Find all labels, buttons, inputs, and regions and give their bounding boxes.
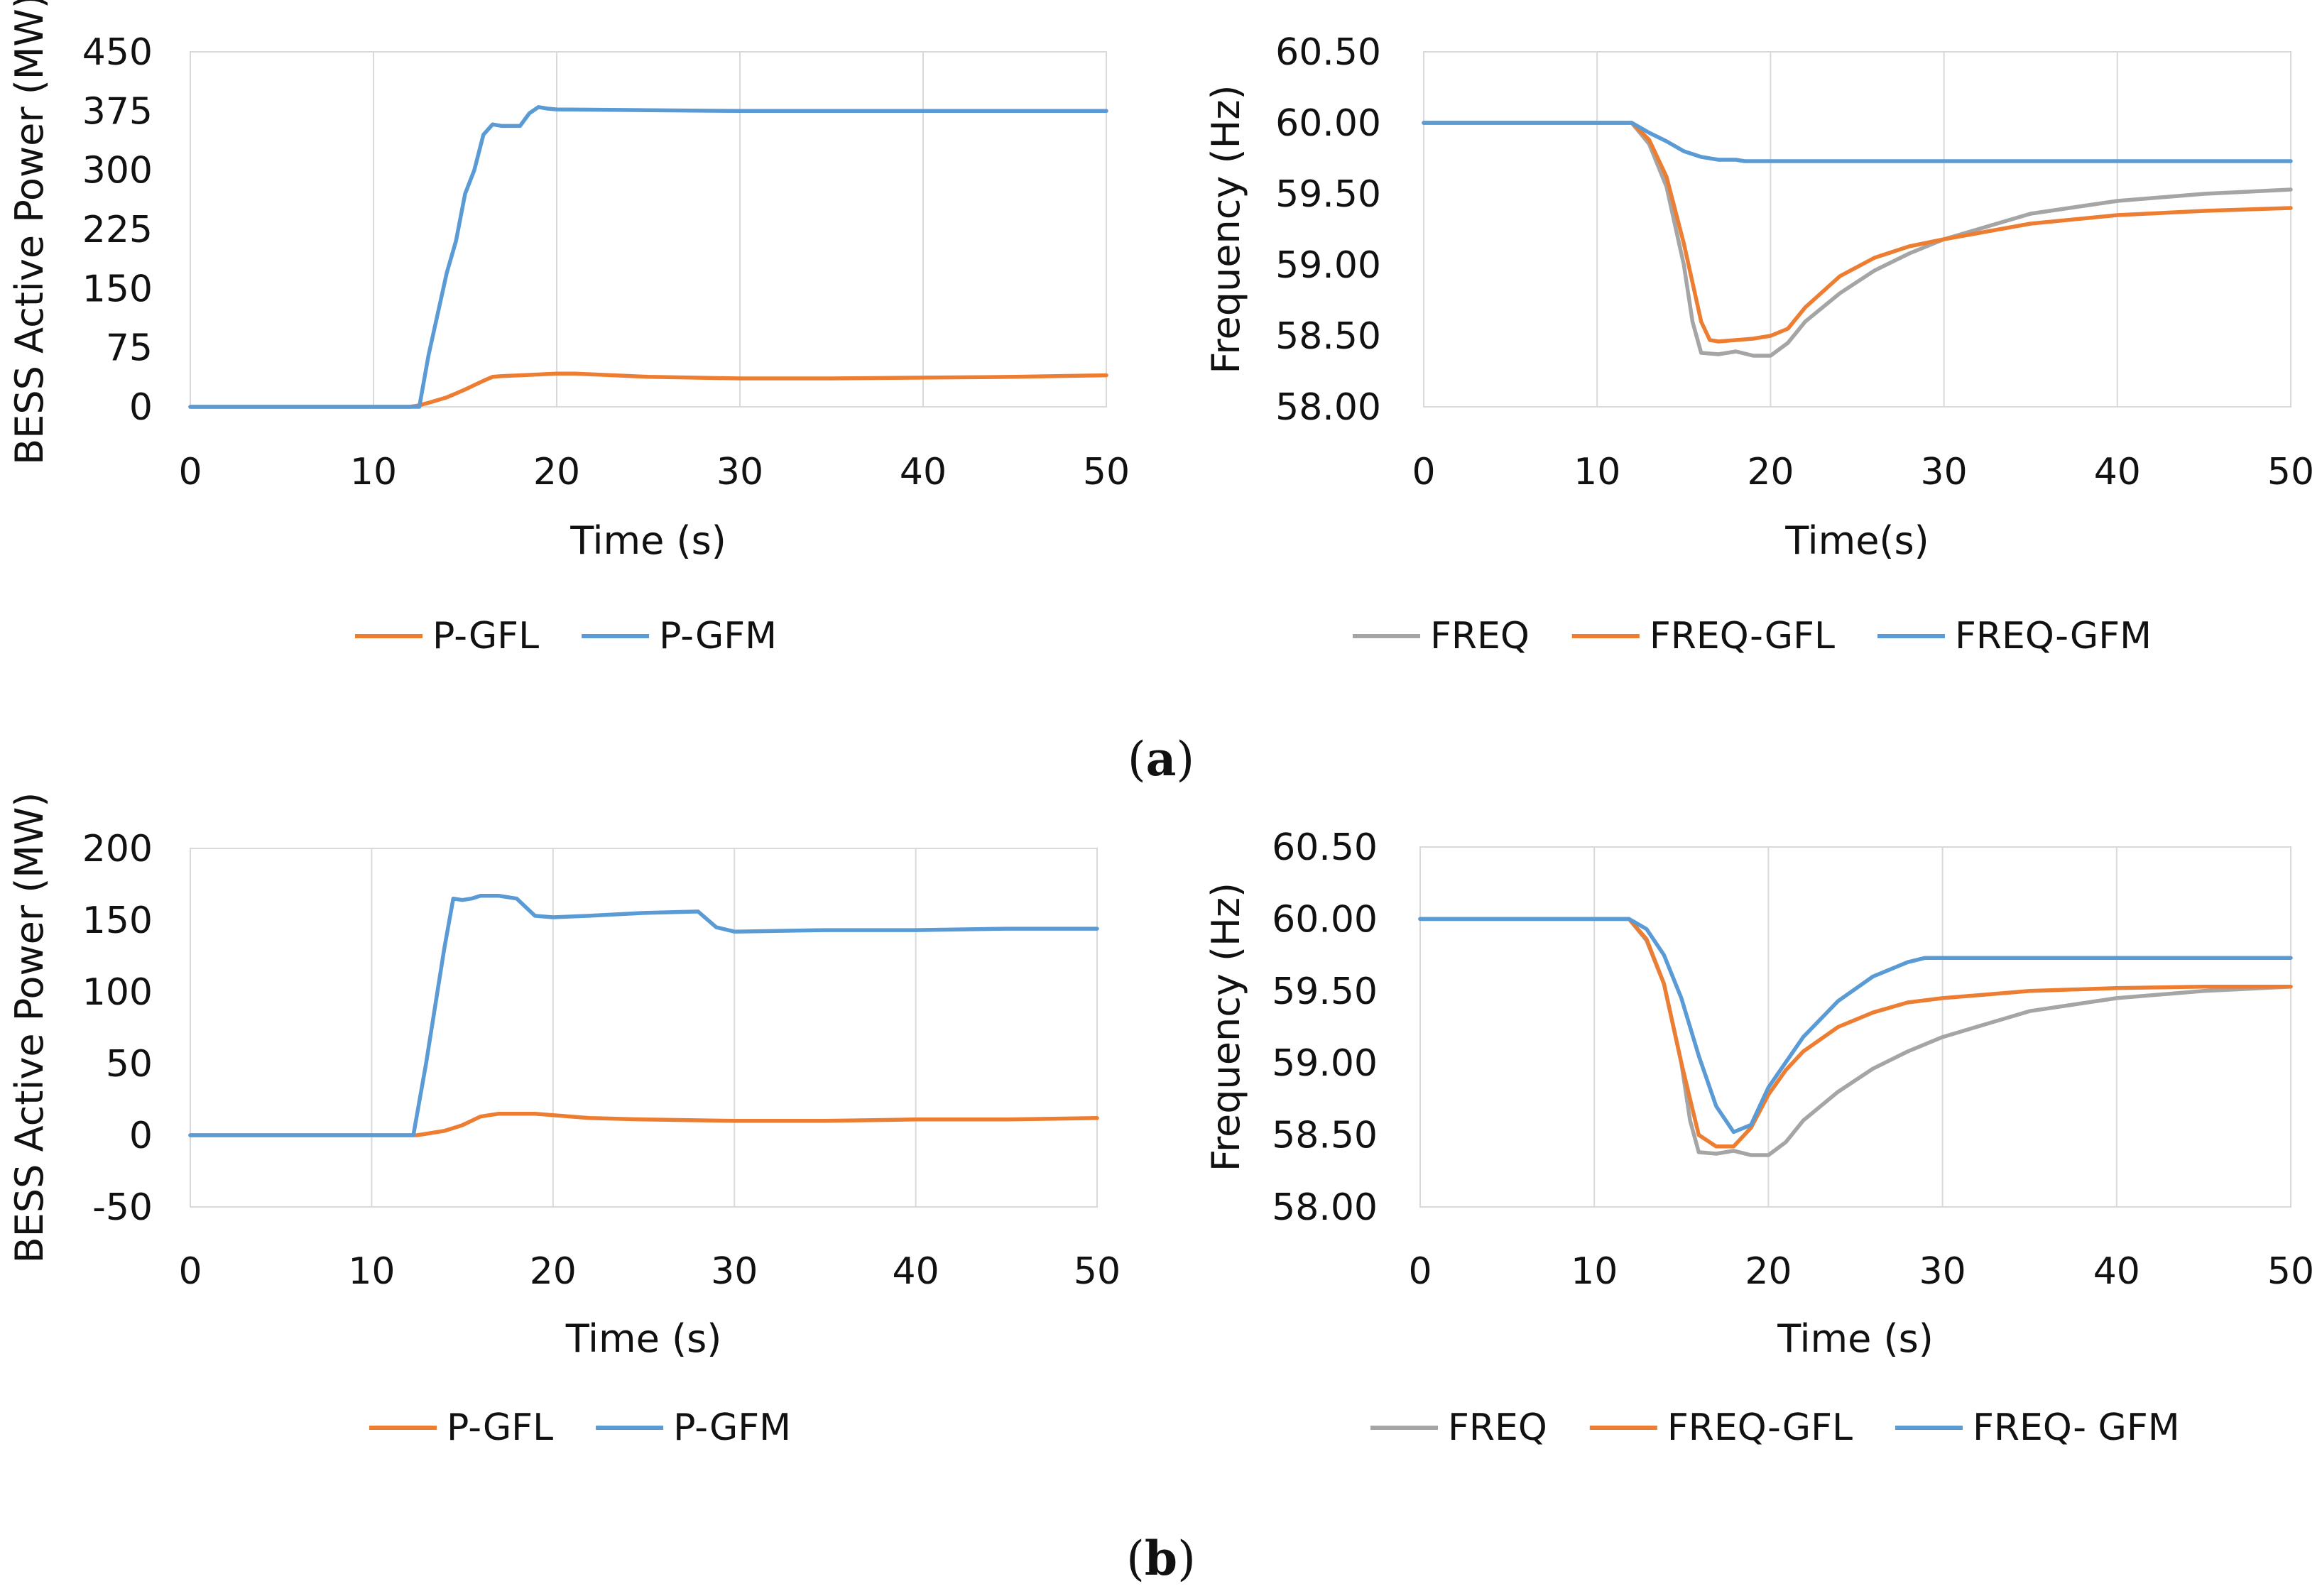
- legend-label: FREQ: [1430, 615, 1530, 657]
- x-tick-label: 30: [716, 451, 763, 493]
- x-tick-label: 0: [178, 1250, 202, 1293]
- legend-label: P-GFL: [447, 1406, 553, 1449]
- x-tick-label: 50: [2267, 1250, 2314, 1293]
- y-tick-label: 60.50: [1275, 31, 1381, 74]
- y-tick-label: 60.00: [1272, 898, 1378, 941]
- x-axis-label: Time (s): [565, 1316, 722, 1361]
- panel-label-b: (b): [1126, 1531, 1196, 1586]
- plot-area-frame: [190, 51, 1107, 408]
- series-line-freq-gfl: [1418, 917, 2293, 1149]
- legend-label: FREQ-GFL: [1667, 1406, 1853, 1449]
- x-tick-label: 30: [1921, 451, 1968, 493]
- legend-item: FREQ: [1370, 1406, 1547, 1449]
- x-tick-label: 40: [893, 1250, 939, 1293]
- y-tick-label: 59.00: [1275, 244, 1381, 287]
- y-axis-label: Frequency (Hz): [1204, 882, 1248, 1171]
- legend-item: FREQ- GFM: [1895, 1406, 2180, 1449]
- x-axis-label: Time(s): [1784, 518, 1929, 563]
- plot-area-frame: [190, 848, 1098, 1208]
- y-tick-label: 58.50: [1275, 315, 1381, 358]
- series-line-p-gfl: [188, 371, 1108, 409]
- series-line-freq-gfm: [1418, 917, 2293, 1135]
- legend-item: P-GFL: [355, 615, 539, 657]
- x-tick-label: 30: [1919, 1250, 1966, 1293]
- y-tick-label: 200: [82, 828, 153, 870]
- y-tick-label: 375: [82, 90, 153, 133]
- x-tick-label: 20: [530, 1250, 577, 1293]
- legend-item: FREQ-GFM: [1877, 615, 2152, 657]
- x-tick-label: 10: [1571, 1250, 1618, 1293]
- y-tick-label: 59.50: [1272, 971, 1378, 1013]
- y-tick-label: 75: [106, 327, 153, 370]
- legend-label: FREQ-GFL: [1650, 615, 1835, 657]
- y-axis-label: BESS Active Power (MW): [7, 792, 52, 1264]
- x-tick-label: 20: [533, 451, 580, 493]
- plot-area-frame: [1419, 846, 2291, 1208]
- chart-b-power: 0 10 20 30 40 50 -50 0 50 100 150 200 Time (s) BESS A…: [7, 792, 1121, 1449]
- series-line-freq: [1422, 121, 2293, 358]
- plot-area-frame: [1423, 51, 2291, 408]
- x-tick-label: 30: [711, 1250, 758, 1293]
- chart-a-power: 0 10 20 30 40 50 0 75 150 225 300 375 450 Time (s) BES…: [7, 0, 1130, 657]
- legend-item: FREQ: [1353, 615, 1530, 657]
- y-tick-label: 450: [82, 31, 153, 74]
- y-tick-label: 150: [82, 900, 153, 942]
- chart-b-freq: 0 10 20 30 40 50 58.00 58.50 59.00 59.50 60.00 60.5…: [1204, 826, 2314, 1449]
- legend-label: P-GFL: [432, 615, 539, 657]
- x-tick-label: 0: [1412, 451, 1435, 493]
- y-tick-label: 59.50: [1275, 173, 1381, 216]
- legend-item: P-GFM: [582, 615, 777, 657]
- x-tick-label: 10: [350, 451, 397, 493]
- series-line-freq-gfl: [1422, 121, 2293, 344]
- x-tick-label: 10: [1574, 451, 1620, 493]
- series-line-p-gfl: [188, 1111, 1099, 1137]
- legend-item: P-GFM: [596, 1406, 791, 1449]
- y-axis-label: BESS Active Power (MW): [7, 0, 52, 465]
- x-axis-label: Time (s): [1777, 1316, 1934, 1361]
- x-tick-label: 0: [178, 451, 202, 493]
- x-tick-label: 40: [2094, 451, 2141, 493]
- y-tick-label: 150: [82, 268, 153, 310]
- y-tick-label: 59.00: [1272, 1042, 1378, 1085]
- x-tick-label: 0: [1408, 1250, 1432, 1293]
- series-line-freq-gfm: [1422, 121, 2293, 163]
- y-tick-label: 50: [106, 1043, 153, 1086]
- x-tick-label: 40: [2093, 1250, 2140, 1293]
- legend-label: P-GFM: [673, 1406, 791, 1449]
- y-tick-label: 225: [82, 209, 153, 251]
- legend-label: P-GFM: [659, 615, 777, 657]
- series-line-p-gfm: [188, 105, 1108, 409]
- x-tick-label: 20: [1745, 1250, 1792, 1293]
- legend-item: FREQ-GFL: [1589, 1406, 1853, 1449]
- y-tick-label: 58.50: [1272, 1115, 1378, 1157]
- legend-item: P-GFL: [369, 1406, 553, 1449]
- y-tick-label: 60.00: [1275, 102, 1381, 145]
- y-tick-label: 58.00: [1275, 386, 1381, 429]
- x-tick-label: 40: [900, 451, 947, 493]
- y-tick-label: 58.00: [1272, 1186, 1378, 1229]
- legend-label: FREQ- GFM: [1973, 1406, 2180, 1449]
- series-line-p-gfm: [188, 893, 1099, 1137]
- x-tick-label: 50: [1083, 451, 1130, 493]
- legend-item: FREQ-GFL: [1571, 615, 1835, 657]
- x-tick-label: 20: [1747, 451, 1794, 493]
- legend-label: FREQ-GFM: [1955, 615, 2152, 657]
- legend-label: FREQ: [1448, 1406, 1547, 1449]
- y-tick-label: -50: [92, 1186, 153, 1229]
- series-line-freq: [1418, 917, 2293, 1157]
- y-tick-label: 100: [82, 971, 153, 1014]
- y-tick-label: 0: [129, 386, 153, 429]
- x-tick-label: 50: [1074, 1250, 1121, 1293]
- x-tick-label: 10: [348, 1250, 395, 1293]
- x-tick-label: 50: [2267, 451, 2314, 493]
- y-tick-label: 300: [82, 150, 153, 192]
- y-tick-label: 60.50: [1272, 826, 1378, 869]
- y-tick-label: 0: [129, 1115, 153, 1157]
- panel-label-a: (a): [1128, 731, 1194, 787]
- x-axis-label: Time (s): [569, 518, 726, 563]
- chart-a-freq: 0 10 20 30 40 50 58.00 58.50 59.00 59.50 60.00 60.5…: [1204, 31, 2314, 657]
- y-axis-label: Frequency (Hz): [1204, 84, 1248, 373]
